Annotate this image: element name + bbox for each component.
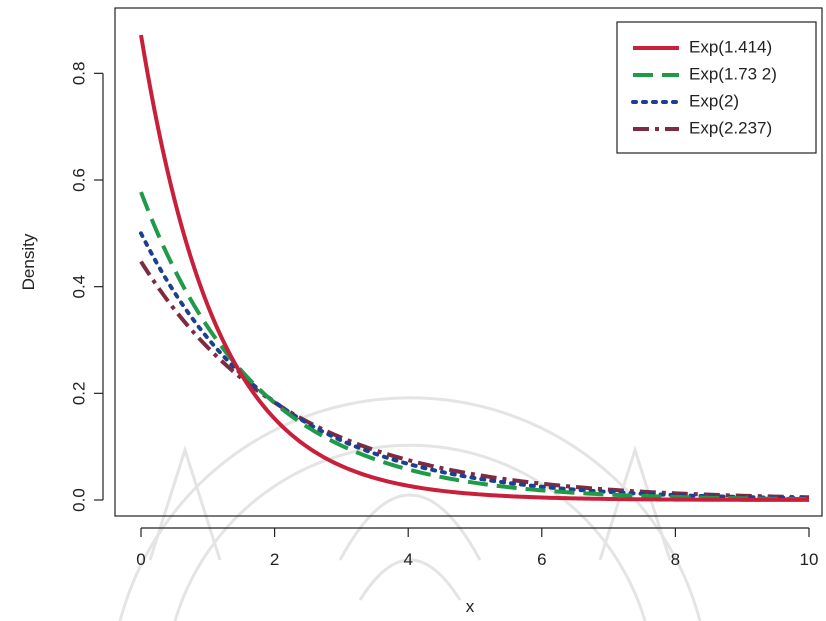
legend-label: Exp(2): [689, 91, 739, 110]
watermark-center-base: [358, 558, 462, 601]
watermark-right-spire: [598, 445, 672, 561]
x-axis-title: x: [466, 597, 475, 616]
series-line: [139, 34, 809, 502]
legend-box: [616, 21, 817, 154]
plot-frame: [114, 7, 823, 517]
y-tick-label: 0.6: [69, 168, 88, 192]
x-tick-label: 8: [671, 550, 680, 569]
watermark-outer-arc: [118, 396, 702, 621]
legend: Exp(1.414) Exp(1.73 2) Exp(2) Exp(2.237): [616, 21, 817, 154]
y-tick-label: 0.8: [69, 62, 88, 86]
x-tick-label: 6: [537, 550, 546, 569]
watermark-center-crown: [338, 493, 482, 561]
watermark-inner-arc: [173, 443, 647, 621]
series-line: [139, 260, 810, 500]
university-seal-watermark: [118, 396, 702, 621]
y-tick-label: 0.0: [69, 488, 88, 512]
legend-label: Exp(1.414): [689, 37, 772, 56]
series-line: [139, 191, 810, 502]
x-tick-label: 10: [800, 550, 819, 569]
x-tick-label: 0: [136, 550, 145, 569]
series-line: [139, 231, 811, 501]
legend-label: Exp(2.237): [689, 118, 772, 137]
legend-label: Exp(1.73 2): [689, 64, 777, 83]
y-axis-title: Density: [19, 233, 38, 290]
y-tick-label: 0.2: [69, 382, 88, 406]
x-tick-label: 4: [403, 550, 412, 569]
x-tick-label: 2: [270, 550, 279, 569]
watermark-left-spire: [148, 445, 222, 561]
y-tick-label: 0.4: [69, 275, 88, 299]
